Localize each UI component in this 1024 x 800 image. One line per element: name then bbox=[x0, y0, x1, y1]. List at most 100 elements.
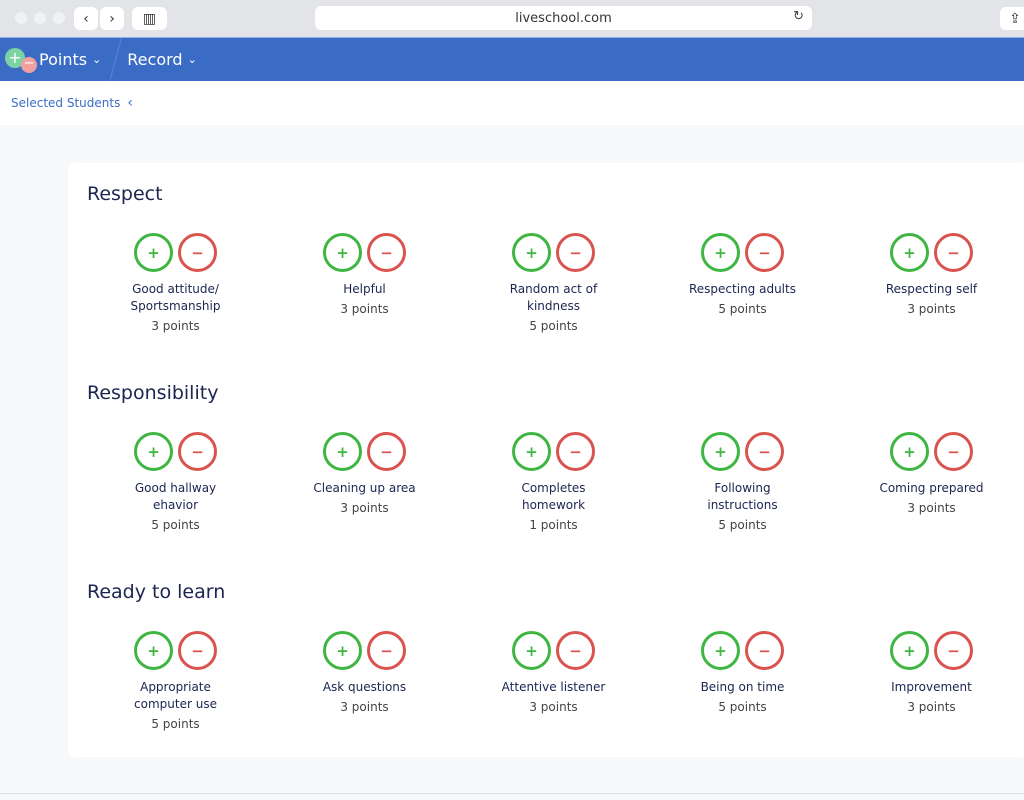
add-point-button[interactable]: + bbox=[890, 631, 929, 670]
behavior-item: + − Random act of kindness 5 points bbox=[459, 233, 648, 335]
liveschool-logo-icon: + − bbox=[3, 38, 39, 82]
add-point-button[interactable]: + bbox=[134, 631, 173, 670]
remove-point-button[interactable]: − bbox=[934, 233, 973, 272]
back-icon[interactable]: ‹ bbox=[74, 7, 98, 30]
add-point-button[interactable]: + bbox=[890, 432, 929, 471]
chevron-left-icon: ‹ bbox=[127, 95, 133, 111]
behavior-item: + − Respecting self 3 points bbox=[837, 233, 1024, 335]
remove-point-button[interactable]: − bbox=[367, 631, 406, 670]
behavior-points: 3 points bbox=[340, 700, 389, 714]
remove-point-button[interactable]: − bbox=[556, 432, 595, 471]
add-point-button[interactable]: + bbox=[512, 631, 551, 670]
behavior-points: 1 points bbox=[529, 518, 578, 532]
behavior-name: Being on time bbox=[700, 680, 785, 694]
behavior-points: 5 points bbox=[718, 700, 767, 714]
top-nav: + − Points ⌄ Record ⌄ bbox=[0, 37, 1024, 82]
behavior-item: + − Respecting adults 5 points bbox=[648, 233, 837, 335]
remove-point-button[interactable]: − bbox=[745, 631, 784, 670]
behavior-name: Attentive listener bbox=[501, 680, 606, 694]
url-text: liveschool.com bbox=[515, 10, 612, 26]
divider bbox=[0, 793, 1024, 794]
sidebar-toggle-icon[interactable]: ▥ bbox=[132, 7, 167, 30]
remove-point-button[interactable]: − bbox=[367, 432, 406, 471]
behavior-name: Random act of kindness bbox=[509, 282, 598, 313]
behavior-item: + − Coming prepared 3 points bbox=[837, 432, 1024, 534]
behavior-item: + − Completes homework 1 points bbox=[459, 432, 648, 534]
chevron-down-icon: ⌄ bbox=[187, 53, 197, 66]
remove-point-button[interactable]: − bbox=[745, 432, 784, 471]
section-title: Ready to learn bbox=[87, 581, 226, 603]
behaviors-card: Respect + − Good attitude/ Sportsmanship … bbox=[68, 163, 1024, 757]
behavior-points: 3 points bbox=[529, 700, 578, 714]
behavior-name: Improvement bbox=[891, 680, 972, 694]
behavior-points: 5 points bbox=[151, 518, 200, 532]
behavior-item: + − Being on time 5 points bbox=[648, 631, 837, 733]
behavior-name: Respecting self bbox=[885, 282, 978, 296]
remove-point-button[interactable]: − bbox=[745, 233, 784, 272]
forward-icon[interactable]: › bbox=[100, 7, 124, 30]
add-point-button[interactable]: + bbox=[701, 631, 740, 670]
behavior-item: + − Following instructions 5 points bbox=[648, 432, 837, 534]
behavior-name: Helpful bbox=[343, 282, 386, 296]
behavior-item: + − Improvement 3 points bbox=[837, 631, 1024, 733]
add-point-button[interactable]: + bbox=[701, 233, 740, 272]
share-icon[interactable]: ⇪ bbox=[1000, 7, 1024, 30]
remove-point-button[interactable]: − bbox=[178, 631, 217, 670]
behavior-points: 3 points bbox=[151, 319, 200, 333]
behavior-name: Completes homework bbox=[521, 481, 586, 512]
behavior-name: Good attitude/ Sportsmanship bbox=[130, 282, 221, 313]
behavior-name: Appropriate computer use bbox=[134, 680, 217, 711]
behavior-name: Coming prepared bbox=[879, 481, 984, 495]
browser-chrome: ‹ › ▥ liveschool.com ↻ ⇪ bbox=[0, 0, 1024, 37]
points-menu[interactable]: Points ⌄ bbox=[39, 50, 101, 69]
behavior-points: 3 points bbox=[907, 302, 956, 316]
remove-point-button[interactable]: − bbox=[367, 233, 406, 272]
behavior-name: Respecting adults bbox=[689, 282, 796, 296]
remove-point-button[interactable]: − bbox=[934, 432, 973, 471]
behavior-item: + − Appropriate computer use 5 points bbox=[81, 631, 270, 733]
add-point-button[interactable]: + bbox=[512, 432, 551, 471]
window-maximize[interactable] bbox=[53, 12, 65, 24]
behavior-points: 5 points bbox=[718, 302, 767, 316]
section-title: Responsibility bbox=[87, 382, 219, 404]
behavior-points: 5 points bbox=[718, 518, 767, 532]
add-point-button[interactable]: + bbox=[323, 432, 362, 471]
behavior-name: Good hallway ehavior bbox=[134, 481, 217, 512]
behavior-points: 5 points bbox=[151, 717, 200, 731]
behavior-points: 3 points bbox=[340, 501, 389, 515]
remove-point-button[interactable]: − bbox=[556, 631, 595, 670]
add-point-button[interactable]: + bbox=[890, 233, 929, 272]
section-title: Respect bbox=[87, 183, 163, 205]
reload-icon[interactable]: ↻ bbox=[793, 9, 804, 24]
add-point-button[interactable]: + bbox=[134, 432, 173, 471]
remove-point-button[interactable]: − bbox=[556, 233, 595, 272]
behavior-points: 3 points bbox=[907, 501, 956, 515]
address-bar[interactable]: liveschool.com ↻ bbox=[315, 6, 812, 30]
behavior-name: Ask questions bbox=[322, 680, 407, 694]
record-label: Record bbox=[127, 50, 183, 69]
behavior-item: + − Good attitude/ Sportsmanship 3 points bbox=[81, 233, 270, 335]
remove-point-button[interactable]: − bbox=[178, 233, 217, 272]
remove-point-button[interactable]: − bbox=[934, 631, 973, 670]
window-minimize[interactable] bbox=[34, 12, 46, 24]
behavior-name: Cleaning up area bbox=[313, 481, 416, 495]
points-label: Points bbox=[39, 50, 88, 69]
behavior-item: + − Ask questions 3 points bbox=[270, 631, 459, 733]
window-close[interactable] bbox=[15, 12, 27, 24]
add-point-button[interactable]: + bbox=[323, 631, 362, 670]
behavior-points: 3 points bbox=[907, 700, 956, 714]
record-menu[interactable]: Record ⌄ bbox=[127, 50, 197, 69]
add-point-button[interactable]: + bbox=[134, 233, 173, 272]
add-point-button[interactable]: + bbox=[512, 233, 551, 272]
remove-point-button[interactable]: − bbox=[178, 432, 217, 471]
behavior-item: + − Good hallway ehavior 5 points bbox=[81, 432, 270, 534]
behavior-points: 3 points bbox=[340, 302, 389, 316]
selected-students-toggle[interactable]: Selected Students ‹ bbox=[0, 81, 1024, 125]
chevron-down-icon: ⌄ bbox=[92, 53, 102, 66]
add-point-button[interactable]: + bbox=[323, 233, 362, 272]
behavior-item: + − Helpful 3 points bbox=[270, 233, 459, 335]
behavior-name: Following instructions bbox=[707, 481, 778, 512]
selected-students-label: Selected Students bbox=[11, 96, 121, 110]
behavior-item: + − Attentive listener 3 points bbox=[459, 631, 648, 733]
add-point-button[interactable]: + bbox=[701, 432, 740, 471]
